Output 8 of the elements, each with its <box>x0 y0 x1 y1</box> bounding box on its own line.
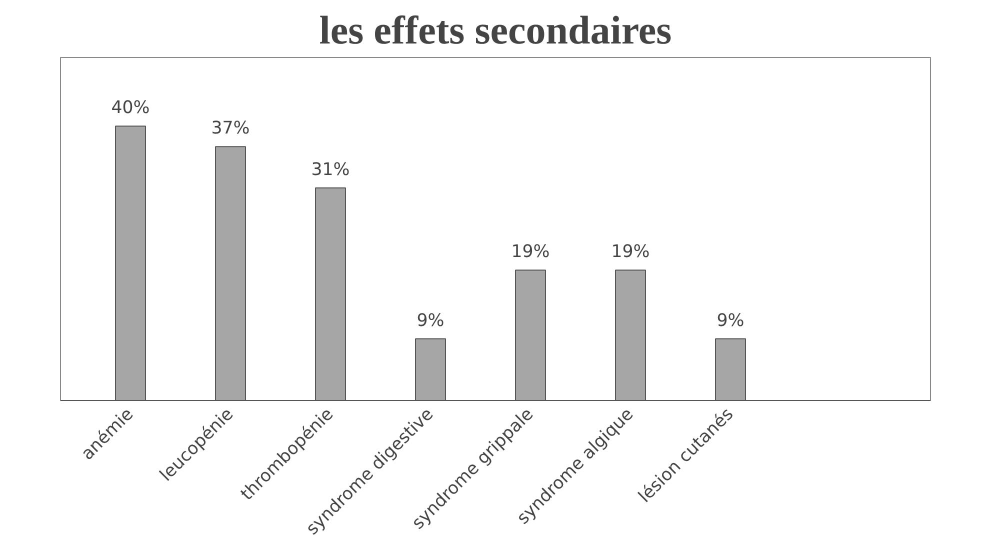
data-label: 31% <box>311 160 350 180</box>
data-label: 37% <box>211 118 250 139</box>
data-label: 9% <box>416 310 444 331</box>
chart-title: les effets secondaires <box>319 8 672 52</box>
data-label: 9% <box>716 310 744 331</box>
data-label: 19% <box>611 242 650 262</box>
data-label: 40% <box>111 98 150 118</box>
data-label: 19% <box>511 242 550 262</box>
